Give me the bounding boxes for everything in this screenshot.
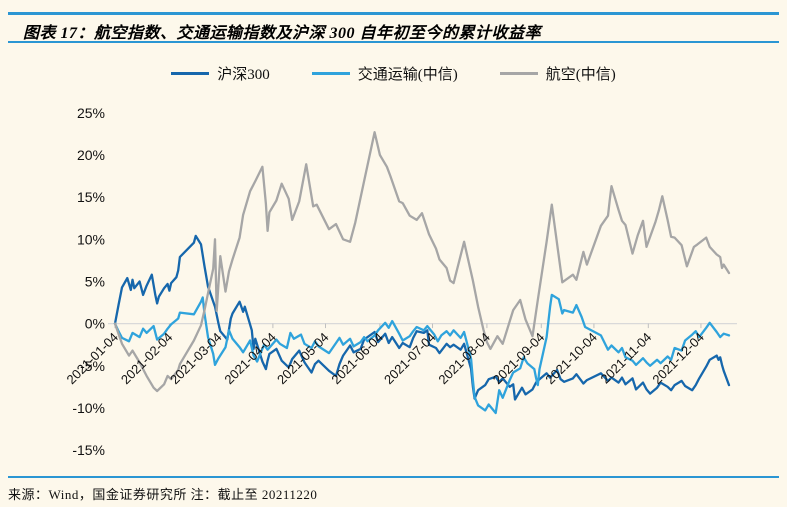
top-divider: [8, 12, 779, 15]
svg-text:2021-08-04: 2021-08-04: [435, 330, 493, 388]
svg-text:-15%: -15%: [72, 442, 105, 458]
svg-text:2021-06-04: 2021-06-04: [328, 330, 386, 388]
figure-title: 图表 17：航空指数、交通运输指数及沪深 300 自年初至今的累计收益率: [23, 25, 542, 42]
legend-item-transport: 交通运输(中信): [311, 63, 458, 84]
svg-text:2021-04-04: 2021-04-04: [221, 330, 279, 388]
svg-text:5%: 5%: [85, 273, 105, 289]
series-line-0: [113, 234, 731, 401]
x-axis-tick-marks: [114, 323, 702, 329]
footer-divider: [8, 476, 779, 478]
csi300-line-swatch: [171, 71, 210, 76]
svg-text:-5%: -5%: [80, 358, 105, 374]
chart-legend: 沪深300 交通运输(中信) 航空(中信): [0, 63, 787, 84]
transport-line-swatch: [311, 71, 350, 76]
legend-label-transport: 交通运输(中信): [357, 67, 458, 83]
svg-text:25%: 25%: [77, 105, 105, 121]
y-axis-labels: 25% 20% 15% 10% 5% 0% -5% -10% -15%: [72, 105, 105, 458]
svg-text:20%: 20%: [77, 147, 105, 163]
legend-item-aviation: 航空(中信): [499, 63, 616, 84]
svg-text:2021-11-04: 2021-11-04: [597, 330, 654, 387]
svg-text:15%: 15%: [77, 189, 105, 205]
svg-text:2021-01-04: 2021-01-04: [63, 330, 121, 388]
title-divider: [8, 41, 779, 43]
legend-label-csi300: 沪深300: [217, 67, 270, 83]
svg-text:2021-07-04: 2021-07-04: [381, 330, 439, 388]
aviation-line-swatch: [499, 71, 538, 76]
svg-text:-10%: -10%: [72, 400, 105, 416]
svg-text:10%: 10%: [77, 231, 105, 247]
x-axis-labels: 2021-01-042021-02-042021-03-042021-04-04…: [63, 330, 707, 388]
legend-label-aviation: 航空(中信): [545, 67, 616, 83]
series-line-1: [113, 293, 731, 415]
svg-text:0%: 0%: [85, 316, 105, 332]
series-line-2: [113, 131, 731, 393]
source-note: 来源：Wind，国金证券研究所 注：截止至 20211220: [8, 487, 318, 502]
legend-item-csi300: 沪深300: [171, 63, 270, 84]
